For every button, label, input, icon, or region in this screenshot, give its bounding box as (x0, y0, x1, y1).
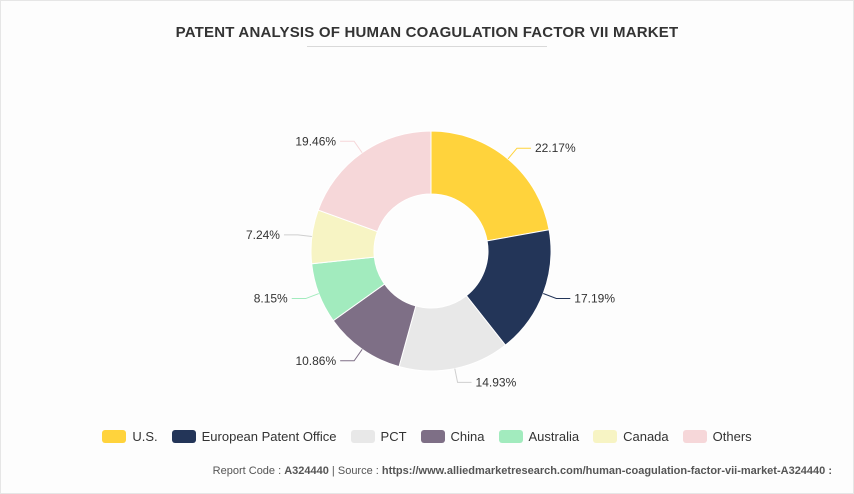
data-label-others: 19.46% (295, 134, 336, 148)
legend-item-china[interactable]: China (420, 429, 485, 444)
legend-item-others[interactable]: Others (682, 429, 752, 444)
leader-line-china (340, 349, 363, 362)
legend-swatch (171, 430, 196, 443)
legend-label: U.S. (132, 429, 158, 444)
legend-swatch (420, 430, 445, 443)
leader-line-u-s (507, 147, 531, 160)
slice-others[interactable] (317, 130, 432, 233)
legend-swatch (593, 430, 618, 443)
legend-label: Canada (623, 429, 669, 444)
source-label: Source : (337, 465, 382, 477)
legend-item-canada[interactable]: Canada (593, 429, 669, 444)
legend-label: Australia (528, 429, 580, 444)
legend-item-australia[interactable]: Australia (498, 429, 580, 444)
data-label-canada: 7.24% (246, 228, 280, 242)
title-divider (307, 46, 547, 47)
data-label-u-s: 22.17% (535, 141, 576, 155)
leader-line-european-patent-office (543, 293, 571, 299)
legend-label: Others (712, 429, 752, 444)
legend-swatch (350, 430, 375, 443)
leader-line-pct (454, 368, 472, 383)
leader-line-australia (291, 293, 319, 300)
legend-swatch (102, 430, 127, 443)
chart-legend: U.S. European Patent Office PCT China Austra… (0, 429, 854, 444)
data-label-european-patent-office: 17.19% (574, 291, 615, 305)
legend-item-u-s[interactable]: U.S. (102, 429, 158, 444)
source-url[interactable]: https://www.alliedmarketresearch.com/hum… (381, 465, 832, 477)
legend-item-european-patent-office[interactable]: European Patent Office (171, 429, 337, 444)
slice-u-s[interactable] (430, 130, 550, 242)
report-code-value: A324440 (284, 465, 329, 477)
leader-line-canada (283, 234, 312, 238)
data-label-pct: 14.93% (476, 375, 517, 389)
leader-line-others (340, 140, 363, 154)
slice-european-patent-office[interactable] (465, 229, 552, 346)
footer-source: Report Code : A324440 | Source : https:/… (213, 465, 832, 477)
legend-item-pct[interactable]: PCT (350, 429, 407, 444)
report-code-label: Report Code : (212, 465, 285, 477)
data-label-china: 10.86% (295, 354, 336, 368)
legend-swatch (498, 430, 523, 443)
legend-label: European Patent Office (201, 429, 337, 444)
footer-separator: | (328, 465, 338, 477)
legend-swatch (682, 430, 707, 443)
legend-label: China (450, 429, 485, 444)
chart-title: PATENT ANALYSIS OF HUMAN COAGULATION FAC… (175, 24, 679, 41)
data-label-australia: 8.15% (254, 292, 288, 306)
legend-label: PCT (380, 429, 407, 444)
